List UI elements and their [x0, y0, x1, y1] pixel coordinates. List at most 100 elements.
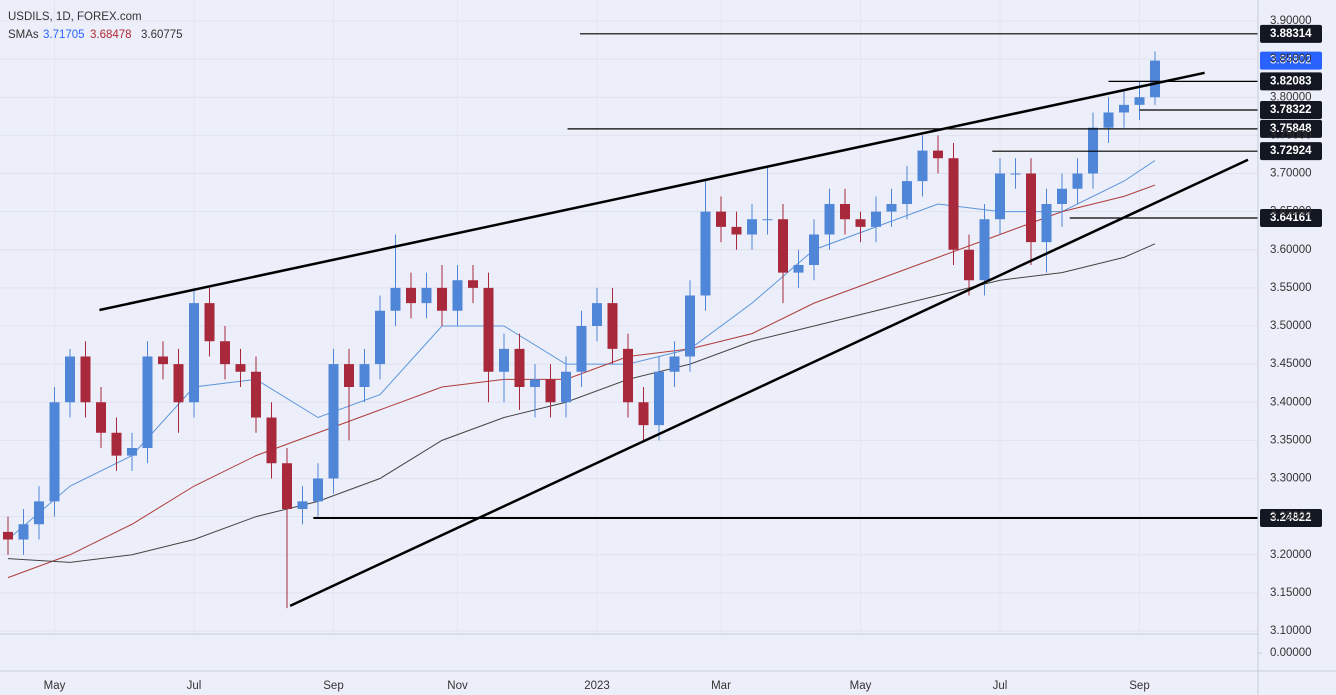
candle-body — [158, 356, 168, 365]
candle-body — [700, 211, 711, 296]
candle-body — [917, 150, 928, 182]
candle-body — [49, 402, 60, 502]
candle-body — [1072, 173, 1083, 189]
candle-body — [220, 341, 230, 365]
candle-body — [65, 356, 75, 403]
x-tick-label: Sep — [1129, 680, 1149, 692]
symbol-title: USDILS, 1D, FOREX.com — [8, 11, 142, 23]
candle-body — [1026, 173, 1036, 243]
y-tick-label: 3.25000 — [1270, 511, 1312, 523]
candle-body — [607, 303, 618, 349]
y-tick-label: 3.90000 — [1270, 15, 1312, 27]
candle-body — [1041, 203, 1052, 243]
level-label-box — [1260, 24, 1322, 43]
y-tick-label: 3.50000 — [1270, 320, 1312, 332]
candle-body — [111, 432, 122, 456]
y2-tick-label: 0.00000 — [1270, 647, 1312, 659]
price-tag-box — [1260, 51, 1322, 70]
candle-body — [96, 402, 106, 433]
y-tick-label: 3.75000 — [1270, 129, 1312, 141]
candle-body — [313, 478, 323, 502]
sma-line — [7, 243, 1156, 563]
candle-body — [297, 501, 308, 510]
candle-body — [483, 287, 494, 372]
level-label-box — [1260, 209, 1322, 228]
candle-body — [886, 203, 897, 212]
candle-body — [34, 501, 44, 525]
candle-body — [235, 364, 246, 372]
level-label: 3.75848 — [1270, 123, 1312, 135]
trendline — [289, 158, 1249, 607]
level-label: 3.64161 — [1270, 212, 1312, 224]
x-tick-label: Jul — [993, 680, 1008, 692]
candle-body — [545, 379, 556, 403]
candle-body — [468, 280, 478, 288]
sma-value: 3.60775 — [141, 29, 183, 41]
candle-body — [421, 287, 432, 304]
level-label-box — [1260, 119, 1322, 138]
candle-body — [1119, 104, 1129, 113]
price-tag: 3.84802 — [1270, 55, 1312, 67]
sma-value: 3.71705 — [43, 29, 85, 41]
candle-body — [359, 364, 370, 387]
y-tick-label: 3.60000 — [1270, 244, 1312, 256]
candle-body — [685, 295, 695, 357]
candle-body — [189, 303, 199, 403]
candle-body — [793, 264, 804, 273]
candle-body — [871, 211, 881, 227]
candle-body — [948, 158, 959, 250]
level-label: 3.24822 — [1270, 512, 1312, 524]
candle-body — [80, 356, 91, 403]
x-tick-label: Sep — [323, 680, 343, 692]
candle-body — [1057, 188, 1067, 204]
candle-body — [654, 371, 664, 426]
candle-body — [127, 448, 137, 456]
x-tick-label: Jul — [187, 680, 202, 692]
candle-body — [824, 203, 835, 235]
candle-body — [514, 348, 525, 387]
y-tick-label: 3.30000 — [1270, 473, 1312, 485]
candle-body — [995, 173, 1005, 220]
candle-body — [747, 219, 757, 235]
candle-body — [840, 203, 850, 220]
candle-body — [762, 219, 773, 221]
y-tick-label: 3.35000 — [1270, 434, 1312, 446]
candle-body — [406, 287, 416, 304]
y-tick-label: 3.15000 — [1270, 587, 1312, 599]
level-label-box — [1260, 508, 1322, 527]
x-tick-label: May — [850, 680, 872, 692]
overlay: 3.88314 3.82083 3.78322 3.75848 3.72924 3.641… — [1260, 24, 1322, 527]
candle-body — [809, 234, 819, 265]
candle-body — [282, 463, 292, 510]
level-label-box — [1260, 142, 1322, 161]
sma-line — [7, 184, 1156, 579]
candle-body — [855, 219, 866, 227]
candle-body — [266, 417, 277, 464]
candle-body — [1150, 60, 1160, 98]
x-tick-label: Nov — [447, 680, 468, 692]
candle-body — [3, 531, 13, 540]
candle-body — [173, 364, 184, 403]
y-tick-label: 3.80000 — [1270, 91, 1312, 103]
candle-body — [979, 219, 990, 281]
candle-body — [390, 287, 401, 311]
x-tick-label: 2023 — [584, 680, 610, 692]
trendline — [99, 71, 1205, 312]
candle-body — [18, 524, 29, 540]
candle-body — [375, 310, 385, 365]
candle-body — [530, 379, 540, 387]
y-tick-label: 3.70000 — [1270, 168, 1312, 180]
candle-body — [204, 303, 215, 342]
candle-body — [576, 325, 587, 372]
candle-body — [669, 356, 680, 372]
candle-body — [328, 364, 339, 479]
level-label: 3.82083 — [1270, 75, 1312, 87]
candle-body — [1010, 173, 1021, 175]
y-tick-label: 3.45000 — [1270, 358, 1312, 370]
level-label-box — [1260, 72, 1322, 91]
candle-body — [592, 303, 602, 326]
candle-body — [964, 249, 974, 281]
indicator-label: SMAs — [8, 29, 39, 41]
y-tick-label: 3.40000 — [1270, 396, 1312, 408]
candle-body — [902, 181, 912, 204]
